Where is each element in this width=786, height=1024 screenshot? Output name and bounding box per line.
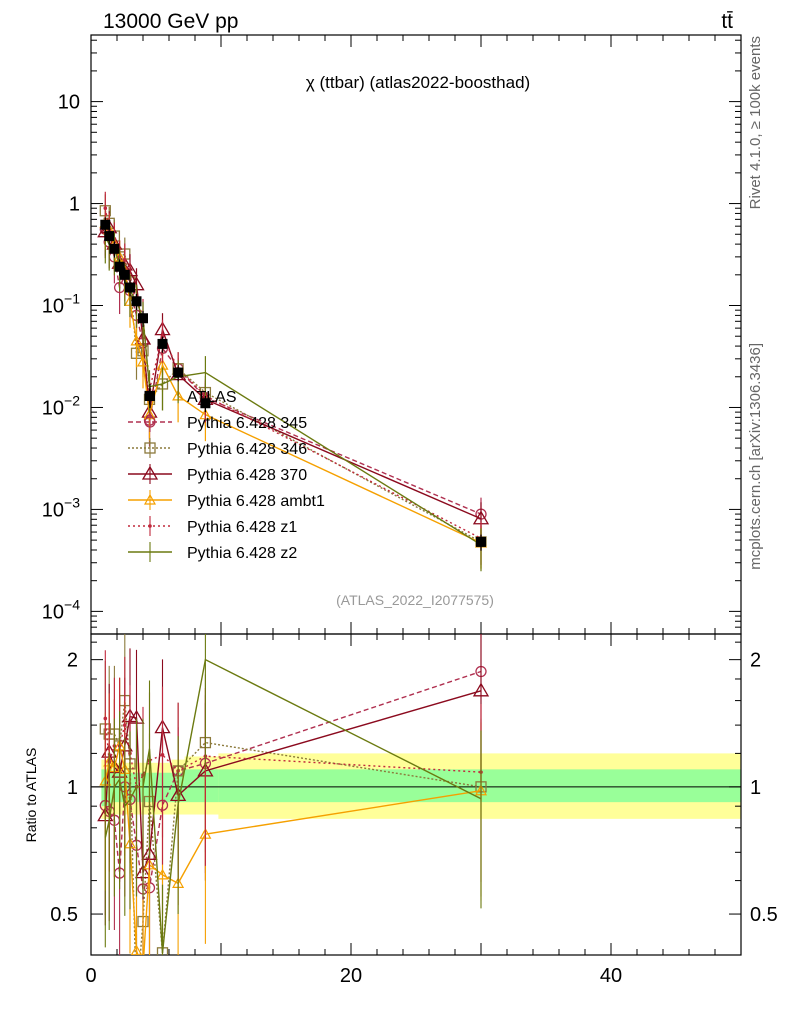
data-point [125, 282, 135, 293]
ratio-axis-label: Ratio to ATLAS [23, 748, 39, 843]
ratio-point [160, 753, 165, 757]
data-point [131, 296, 142, 307]
inner-band-segment [107, 769, 113, 807]
ratio-panel: 0 20 40 2 2 1 1 0.5 0.5 [50, 633, 778, 1007]
energy-label: 13000 GeV pp [103, 10, 238, 33]
data-point [130, 334, 143, 346]
data-point [200, 398, 211, 409]
ratio-point [123, 723, 127, 727]
data-point [136, 355, 150, 367]
legend-label: Pythia 6.428 z1 [187, 519, 297, 536]
legend-marker [144, 442, 156, 454]
data-point [100, 219, 111, 230]
ratio-point [472, 682, 490, 697]
ratio-series-group [97, 634, 490, 1007]
data-point [104, 231, 115, 242]
data-point [157, 338, 168, 349]
ratio-point [130, 944, 143, 955]
ratio-point [132, 997, 142, 1007]
y-tick-label: 10−3 [42, 494, 80, 521]
ratio-tick-label-right: 1 [750, 777, 761, 799]
legend-entry: Pythia 6.428 z2 [128, 542, 297, 562]
ratio-tick-label: 0.5 [50, 904, 78, 926]
data-point [476, 536, 486, 547]
x-tick-label: 40 [600, 965, 622, 987]
inner-band-segment [218, 769, 741, 803]
x-tick-label: 0 [85, 965, 96, 987]
ratio-frame [90, 633, 742, 956]
legend-label: Pythia 6.428 ambt1 [187, 493, 325, 510]
data-point [138, 313, 148, 324]
data-point [119, 269, 130, 280]
legend-entry: ATLAS [145, 384, 237, 408]
data-point [160, 334, 165, 339]
legend-entry: Pythia 6.428 z1 [128, 516, 297, 536]
legend-label: Pythia 6.428 345 [187, 415, 307, 432]
process-label: tt̄ [721, 10, 733, 33]
legend-label: Pythia 6.428 z2 [187, 545, 297, 562]
data-point [103, 206, 108, 211]
y-tick-label: 10−4 [42, 596, 80, 623]
legend-entry: Pythia 6.428 370 [128, 464, 307, 484]
data-point [123, 258, 127, 262]
legend-entry: Pythia 6.428 345 [128, 412, 307, 432]
mcplots-label: mcplots.cern.ch [arXiv:1306.3436] [747, 343, 764, 570]
ratio-point [138, 963, 148, 972]
legend-entry: Pythia 6.428 346 [128, 438, 307, 458]
data-point [173, 367, 184, 378]
main-panel: 10 1 10−1 10−2 10−3 10−4 [42, 34, 742, 955]
main-series-group [97, 191, 490, 572]
legend-marker [143, 493, 157, 505]
y-tick-label: 1 [69, 194, 80, 216]
rivet-label: Rivet 4.1.0, ≥ 100k events [747, 36, 764, 209]
ratio-tick-label: 2 [67, 650, 78, 672]
legend-label: ATLAS [187, 389, 237, 406]
watermark-label: (ATLAS_2022_I2077575) [336, 592, 494, 608]
ratio-point [156, 868, 169, 880]
legend-marker [144, 416, 156, 428]
ratio-tick-label-right: 0.5 [750, 904, 778, 926]
ratio-tick-label: 1 [67, 777, 78, 799]
legend: ATLAS Pythia 6.428 345 Pythia 6.428 346 Pyt… [128, 384, 325, 562]
ratio-point [103, 716, 108, 721]
chart-title: χ (ttbar) (atlas2022-boosthad) [306, 73, 530, 92]
legend-label: Pythia 6.428 346 [187, 441, 307, 458]
legend-marker [148, 524, 152, 528]
y-tick-label: 10−1 [42, 291, 80, 318]
y-tick-label: 10 [58, 92, 80, 114]
legend-entry: Pythia 6.428 ambt1 [128, 490, 325, 510]
data-point [114, 261, 125, 272]
data-point [109, 243, 120, 254]
ratio-tick-label-right: 2 [750, 650, 761, 672]
y-tick-label: 10−2 [42, 392, 80, 419]
x-tick-label: 20 [340, 965, 362, 987]
series-pythia-6-428-345 [99, 212, 487, 541]
legend-marker [141, 465, 159, 480]
ratio-series-pythia-6-428-z2 [104, 634, 482, 955]
ratio-bands [101, 753, 741, 819]
series-line [104, 208, 482, 540]
legend-label: Pythia 6.428 370 [187, 467, 307, 484]
